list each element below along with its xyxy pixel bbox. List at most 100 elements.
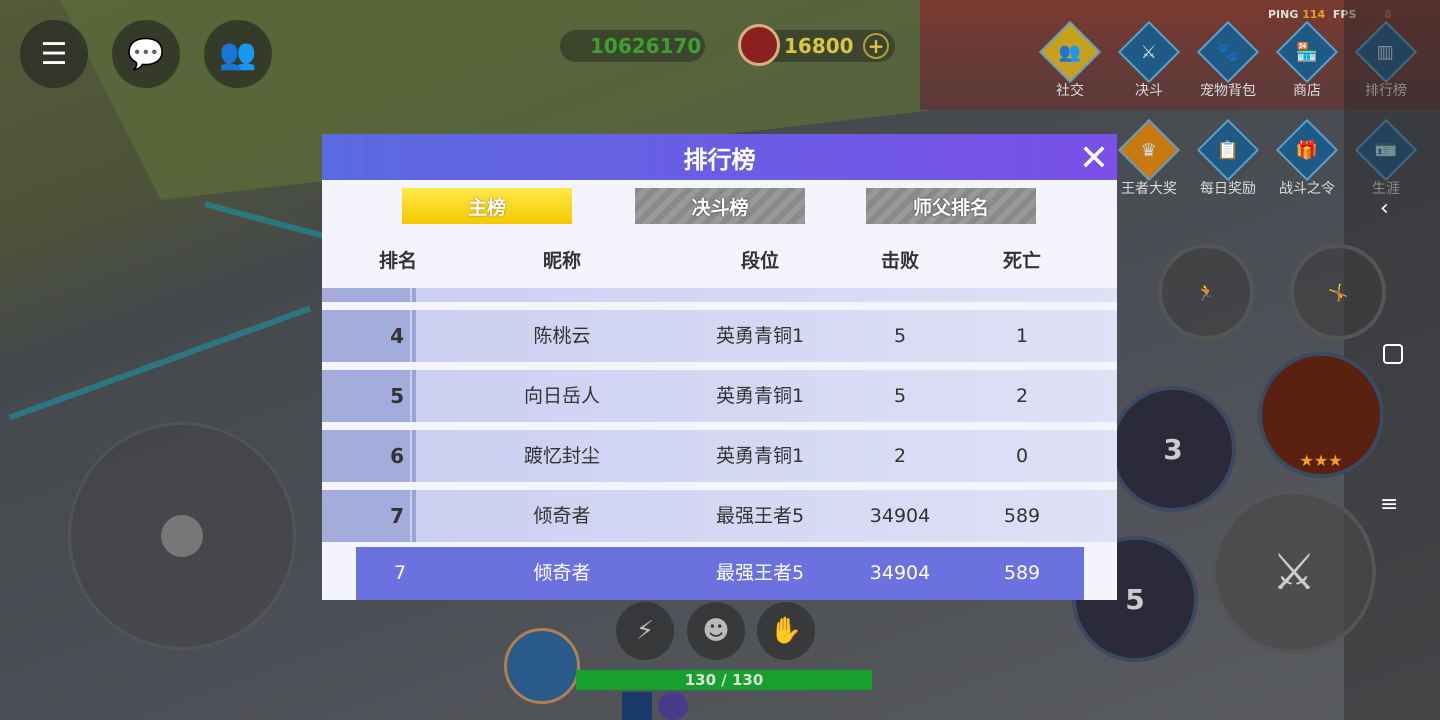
self-rank-row: 7 倾奇者 最强王者5 34904 589 — [356, 547, 1084, 600]
name-cell: 倾奇者 — [533, 505, 591, 527]
tier-cell: 英勇青铜1 — [715, 325, 805, 347]
deaths-cell: 2 — [1015, 385, 1029, 407]
divider — [412, 430, 416, 482]
menu-label: 决斗 — [1135, 83, 1163, 99]
menu-ranking[interactable]: ▥ 排行榜 — [1346, 20, 1426, 100]
trophy-icon — [738, 24, 780, 66]
hp-text: 130 / 130 — [684, 671, 764, 689]
menu-id-card[interactable]: 🪪 生涯 — [1346, 118, 1426, 198]
menu-clipboard[interactable]: 📋 每日奖励 — [1188, 118, 1268, 198]
col-tier: 段位 — [740, 250, 780, 272]
col-nickname: 昵称 — [542, 250, 582, 272]
self-kills: 34904 — [869, 562, 931, 584]
name-cell: 陈桃云 — [533, 325, 591, 347]
divider — [412, 490, 416, 542]
joystick[interactable] — [68, 422, 296, 650]
tab-main[interactable]: 主榜 — [402, 188, 572, 224]
dialog-title: 排行榜 — [683, 145, 756, 174]
shop-icon: 🏪 — [1275, 20, 1339, 84]
skill-1-button[interactable]: 3 — [1110, 386, 1236, 512]
swords-icon: ⚔ — [1117, 20, 1181, 84]
table-row-partial — [322, 288, 1117, 302]
self-rank: 7 — [393, 562, 407, 584]
menu-label: 每日奖励 — [1200, 181, 1256, 197]
menu-paw[interactable]: 🐾 宠物背包 — [1188, 20, 1268, 100]
ultimate-skill-button[interactable]: ★★★ — [1258, 352, 1384, 478]
divider — [412, 310, 416, 362]
network-stats: PING 114 FPS 8 — [1268, 8, 1392, 21]
table-row[interactable]: 5 向日岳人 英勇青铜1 5 2 — [322, 370, 1117, 422]
kills-cell: 34904 — [869, 505, 931, 527]
table-row[interactable]: 6 踱忆封尘 英勇青铜1 2 0 — [322, 430, 1117, 482]
deaths-cell: 0 — [1015, 445, 1029, 467]
tier-cell: 最强王者5 — [715, 505, 805, 527]
col-rank: 排名 — [378, 250, 418, 272]
menu-label: 商店 — [1293, 83, 1321, 99]
menu-label: 宠物背包 — [1200, 83, 1256, 99]
player-avatar[interactable] — [504, 628, 580, 704]
close-button[interactable]: ✕ — [1079, 138, 1109, 179]
tab-duel[interactable]: 决斗榜 — [635, 188, 805, 224]
rank-cell: 4 — [322, 310, 410, 362]
table-row[interactable]: 4 陈桃云 英勇青铜1 5 1 — [322, 310, 1117, 362]
emote-lightning-button[interactable]: ⚡ — [616, 602, 674, 660]
buff-magic-icon — [658, 692, 688, 720]
menu-crown[interactable]: ♛ 王者大奖 — [1109, 118, 1189, 198]
self-name: 倾奇者 — [533, 562, 591, 584]
emote-wave-button[interactable]: ✋ — [757, 602, 815, 660]
wave-icon: ✋ — [769, 616, 803, 646]
skill-level: 3 — [1163, 432, 1183, 466]
trophy-value: 16800 — [784, 34, 854, 58]
menu-list-button[interactable]: ☰ — [20, 20, 88, 88]
deaths-cell: 589 — [1003, 505, 1041, 527]
deaths-cell: 1 — [1015, 325, 1029, 347]
name-cell: 向日岳人 — [523, 385, 601, 407]
add-currency-button[interactable]: + — [863, 33, 889, 59]
skill-level: 5 — [1125, 582, 1145, 616]
tab-master[interactable]: 师父排名 — [866, 188, 1036, 224]
menu-shop[interactable]: 🏪 商店 — [1267, 20, 1347, 100]
menu-people[interactable]: 👥 社交 — [1030, 20, 1110, 100]
crown-icon: ♛ — [1117, 118, 1181, 182]
self-deaths: 589 — [1003, 562, 1041, 584]
divider — [412, 370, 416, 422]
jump-icon: 🤸 — [1328, 282, 1348, 302]
ping-label: PING — [1268, 8, 1299, 21]
home-nav-button[interactable] — [1383, 344, 1403, 364]
close-icon: ✕ — [1078, 138, 1109, 179]
chat-button[interactable]: 💬 — [112, 20, 180, 88]
hp-bar: 130 / 130 — [576, 670, 872, 690]
menu-swords[interactable]: ⚔ 决斗 — [1109, 20, 1189, 100]
rank-cell: 6 — [322, 430, 410, 482]
fps-value: 8 — [1384, 8, 1392, 21]
col-deaths: 死亡 — [1002, 250, 1042, 272]
joystick-knob[interactable] — [161, 515, 203, 557]
lightning-icon: ⚡ — [635, 616, 655, 646]
buff-ice-icon — [622, 692, 652, 720]
smile-icon: ☻ — [702, 616, 730, 646]
chat-icon: 💬 — [127, 36, 165, 72]
rank-cell: 5 — [322, 370, 410, 422]
menu-gift[interactable]: 🎁 战斗之令 — [1267, 118, 1347, 198]
stars-icon: ★★★ — [1299, 450, 1343, 470]
menu-label: 战斗之令 — [1279, 181, 1335, 197]
table-row[interactable]: 7 倾奇者 最强王者5 34904 589 — [322, 490, 1117, 542]
menu-label: 生涯 — [1372, 181, 1400, 197]
jump-skill-button[interactable]: 🤸 — [1290, 244, 1386, 340]
recents-nav-button[interactable]: ≡ — [1380, 492, 1399, 517]
menu-label: 社交 — [1056, 83, 1084, 99]
kills-cell: 2 — [893, 445, 907, 467]
people-icon: 👥 — [1038, 20, 1102, 84]
name-cell: 踱忆封尘 — [523, 445, 601, 467]
friends-button[interactable]: 👥 — [204, 20, 272, 88]
sword-emblem-icon: ⚔ — [1271, 543, 1317, 601]
leaderboard-dialog: 排行榜 ✕ 主榜 决斗榜 师父排名 排名 昵称 段位 击败 死亡 4 陈桃云 英… — [322, 134, 1117, 600]
attack-button[interactable]: ⚔ — [1212, 490, 1376, 654]
trophy-display: 16800 + — [738, 24, 895, 66]
back-nav-button[interactable]: ‹ — [1380, 196, 1389, 221]
cash-display: 10626170 — [560, 30, 705, 62]
friends-icon: 👥 — [219, 36, 257, 72]
emote-smile-button[interactable]: ☻ — [687, 602, 745, 660]
rank-cell: 7 — [322, 490, 410, 542]
dash-skill-button[interactable]: 🏃 — [1158, 244, 1254, 340]
